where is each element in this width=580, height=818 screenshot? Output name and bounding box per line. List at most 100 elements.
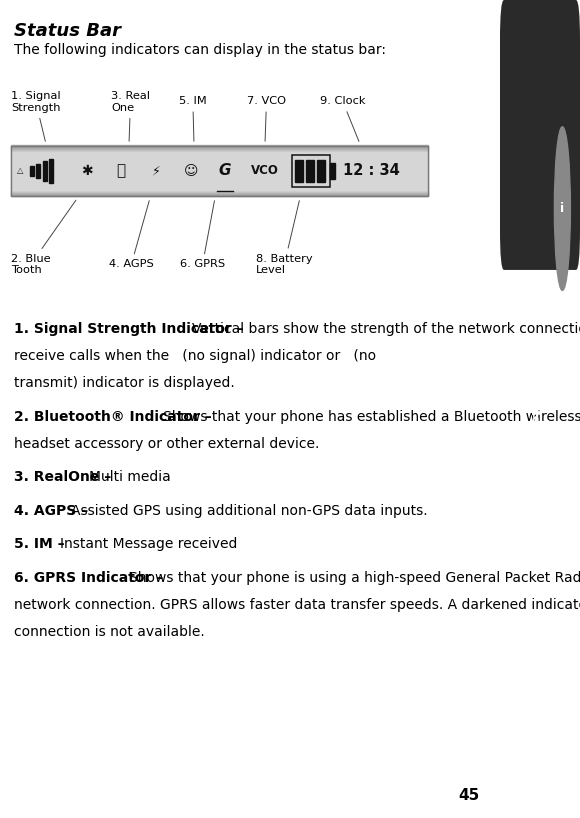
Bar [11,190,429,191]
Bar [11,172,429,174]
Text: 5. IM –: 5. IM – [14,537,70,551]
Text: Learning to Use Your Phone: Learning to Use Your Phone [534,383,546,566]
Bar [11,146,429,196]
Bar [43,161,47,181]
Bar [11,173,429,175]
Bar [11,158,429,160]
Text: VCO: VCO [251,164,279,178]
Bar [11,151,429,153]
Text: Multi media: Multi media [89,470,171,484]
Bar [306,160,314,182]
Bar [11,178,429,179]
Bar [11,152,429,154]
Bar [329,163,335,178]
Bar [11,171,429,173]
Text: ⚡: ⚡ [151,164,160,178]
Bar [11,182,429,183]
Bar [11,169,429,170]
Text: 8. Battery
Level: 8. Battery Level [256,200,313,275]
Bar [11,176,429,178]
Bar [11,160,429,162]
Text: 4. AGPS: 4. AGPS [109,200,154,269]
Text: ⓘ: ⓘ [117,164,125,178]
Bar [11,182,429,184]
Bar [11,180,429,182]
Bar [11,148,429,150]
Text: 2. Bluetooth® Indicator –: 2. Bluetooth® Indicator – [14,410,216,424]
Text: 3. RealOne –: 3. RealOne – [14,470,116,484]
Text: Assisted GPS using additional non-GPS data inputs.: Assisted GPS using additional non-GPS da… [71,504,428,518]
Bar [11,187,429,189]
Text: The following indicators can display in the status bar:: The following indicators can display in … [14,43,386,56]
Bar [295,160,303,182]
Text: 2. Blue
Tooth: 2. Blue Tooth [11,200,76,275]
Bar [11,184,429,187]
Circle shape [554,127,570,290]
Bar [11,156,429,158]
Text: connection is not available.: connection is not available. [14,625,205,639]
Text: 45: 45 [459,789,480,803]
Text: 7. VCO: 7. VCO [247,97,286,142]
Text: Shows that your phone has established a Bluetooth wireless connection with a: Shows that your phone has established a … [164,410,580,424]
Text: ☺: ☺ [184,164,198,178]
Bar [11,165,429,167]
Bar [11,157,429,159]
Bar [11,161,429,163]
Bar [11,186,429,187]
Bar [30,166,34,176]
Bar [11,194,429,196]
Bar [11,155,429,157]
Bar [11,146,429,147]
Text: headset accessory or other external device.: headset accessory or other external devi… [14,437,320,451]
Bar [11,162,429,164]
Text: △: △ [17,166,24,176]
Bar [11,170,429,172]
Text: i: i [560,202,564,215]
FancyBboxPatch shape [500,0,580,270]
Text: network connection. GPRS allows faster data transfer speeds. A darkened indicato: network connection. GPRS allows faster d… [14,598,580,612]
Text: 9. Clock: 9. Clock [320,97,365,142]
Bar [11,191,429,192]
Text: 1. Signal
Strength: 1. Signal Strength [11,92,61,142]
Text: Instant Message received: Instant Message received [60,537,237,551]
Bar [11,195,429,196]
Bar [11,191,429,193]
Bar [11,153,429,155]
Bar [11,166,429,168]
Text: Vertical bars show the strength of the network connection. You cannot make or: Vertical bars show the strength of the n… [192,322,580,336]
Bar [11,183,429,185]
Bar [11,178,429,180]
Text: Shows that your phone is using a high-speed General Packet Radio Service (GPRS): Shows that your phone is using a high-sp… [129,571,580,585]
Bar [11,149,429,151]
Text: 3. Real
One: 3. Real One [111,92,150,142]
Bar [11,146,429,149]
Bar [11,187,429,188]
Bar [11,192,429,195]
Bar [11,159,429,161]
Text: 4. AGPS –: 4. AGPS – [14,504,93,518]
Text: G: G [219,164,231,178]
Bar [317,160,325,182]
Text: 6. GPRS Indicator –: 6. GPRS Indicator – [14,571,168,585]
Bar [11,154,429,155]
Bar [11,175,429,177]
Text: Status Bar: Status Bar [14,22,121,40]
Bar [11,169,429,171]
Bar [11,174,429,176]
Text: 12 : 34: 12 : 34 [343,164,400,178]
Bar [292,155,329,187]
Bar [49,159,53,183]
Text: ✱: ✱ [81,164,93,178]
Bar [11,163,429,165]
Bar [11,167,429,169]
Text: transmit) indicator is displayed.: transmit) indicator is displayed. [14,376,235,390]
Bar [11,188,429,191]
Text: receive calls when the   (no signal) indicator or   (no: receive calls when the (no signal) indic… [14,349,376,363]
Text: 6. GPRS: 6. GPRS [180,200,225,269]
Bar [37,164,41,178]
Bar [11,164,429,166]
Bar [11,150,429,151]
Bar [11,145,429,146]
Bar [11,179,429,181]
Text: 1. Signal Strength Indicator –: 1. Signal Strength Indicator – [14,322,248,336]
